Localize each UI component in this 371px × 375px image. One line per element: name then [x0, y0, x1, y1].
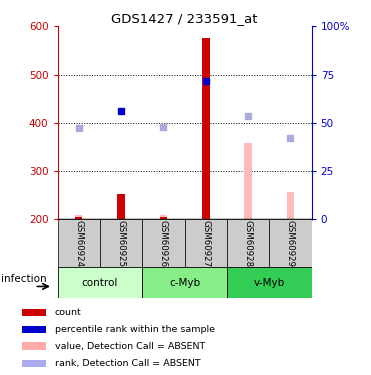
Text: count: count [55, 308, 82, 317]
Bar [58, 219, 100, 268]
Bar [117, 217, 125, 219]
Text: GSM60929: GSM60929 [286, 220, 295, 267]
Text: GSM60928: GSM60928 [244, 220, 253, 267]
Text: infection: infection [1, 274, 47, 284]
Bar [75, 214, 82, 219]
Text: rank, Detection Call = ABSENT: rank, Detection Call = ABSENT [55, 359, 201, 368]
Bar [75, 217, 82, 219]
Bar [160, 214, 167, 219]
Bar [269, 219, 312, 268]
Bar [227, 267, 312, 298]
Bar [117, 194, 125, 219]
Bar [58, 267, 142, 298]
Bar [202, 38, 210, 219]
Bar [142, 267, 227, 298]
Bar [160, 217, 167, 219]
Bar [287, 192, 294, 219]
Bar [244, 143, 252, 219]
Text: v-Myb: v-Myb [254, 278, 285, 288]
Text: percentile rank within the sample: percentile rank within the sample [55, 325, 215, 334]
Text: GSM60924: GSM60924 [74, 220, 83, 267]
Text: c-Myb: c-Myb [169, 278, 200, 288]
Bar [100, 219, 142, 268]
Text: GSM60926: GSM60926 [159, 220, 168, 267]
Bar [22, 326, 46, 333]
Bar [185, 219, 227, 268]
Bar [22, 360, 46, 367]
Text: value, Detection Call = ABSENT: value, Detection Call = ABSENT [55, 342, 205, 351]
Text: GSM60925: GSM60925 [116, 220, 125, 267]
Title: GDS1427 / 233591_at: GDS1427 / 233591_at [111, 12, 258, 25]
Text: GSM60927: GSM60927 [201, 220, 210, 267]
Bar [22, 309, 46, 316]
Bar [142, 219, 185, 268]
Text: control: control [82, 278, 118, 288]
Bar [227, 219, 269, 268]
Bar [22, 342, 46, 350]
Bar [202, 217, 210, 219]
